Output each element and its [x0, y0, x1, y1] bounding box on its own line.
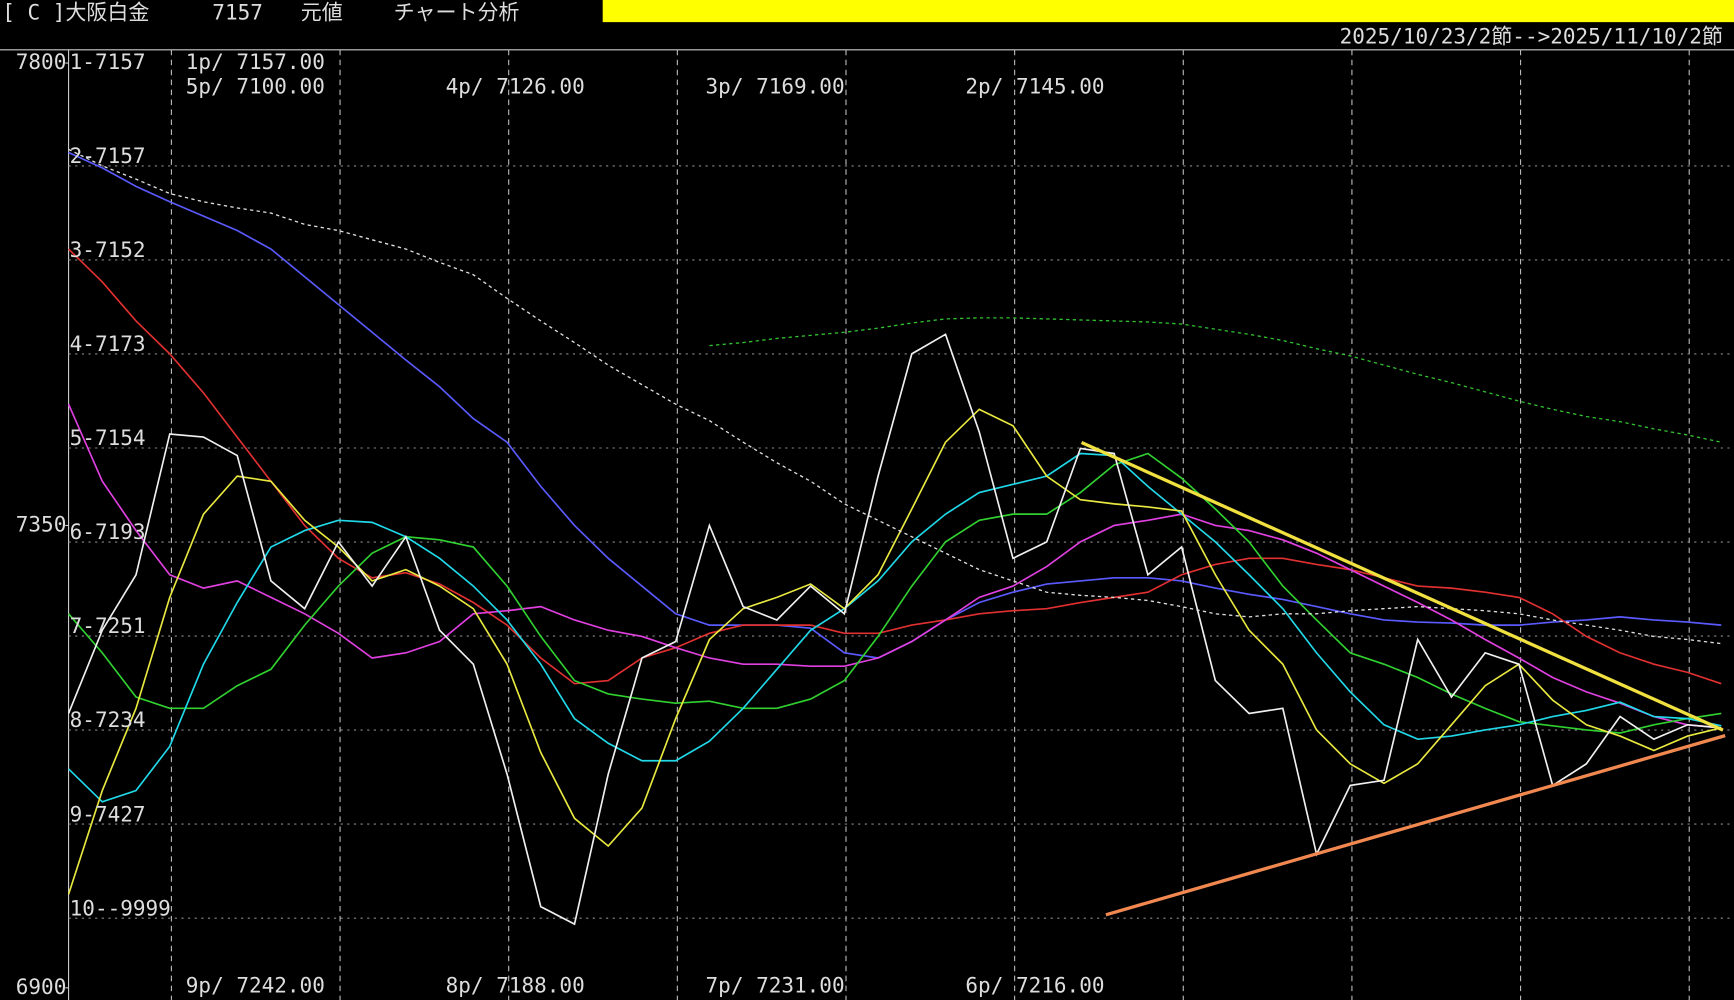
code: 7157	[212, 0, 263, 24]
row-label: 5-7154	[70, 425, 146, 450]
row-label: 4-7173	[70, 331, 146, 356]
header-bar	[602, 0, 1734, 23]
row-label: 2-7157	[70, 143, 146, 168]
price-label: 9p/ 7242.00	[186, 973, 325, 998]
row-label: 9-7427	[70, 801, 146, 826]
series-line	[67, 248, 1722, 685]
series-line	[67, 452, 1722, 803]
series-line	[68, 148, 1722, 645]
series-line	[67, 403, 1722, 729]
resistance-trendline	[1080, 440, 1724, 732]
series-line	[709, 317, 1722, 443]
price-label: 5p/ 7100.00	[186, 73, 325, 98]
price-label: 3p/ 7169.00	[706, 73, 845, 98]
series-line	[67, 408, 1722, 895]
row-label: 10--9999	[70, 895, 171, 920]
labels: 6900 7350 7800 1-7157 2-7157 3-7152 4-7173 5-71…	[16, 49, 1105, 999]
series-line	[67, 333, 1722, 926]
price-label: 2p/ 7145.00	[965, 73, 1104, 98]
price-label: 1p/ 7157.00	[186, 49, 325, 74]
series-line	[68, 151, 1722, 659]
grid	[65, 49, 1734, 1000]
row-label: 3-7152	[70, 237, 146, 262]
date-range: 2025/10/23/2節-->2025/11/10/2節	[1340, 24, 1723, 49]
series-lines	[67, 148, 1722, 926]
price-label: 6p/ 7216.00	[965, 973, 1104, 998]
row-label: 6-7193	[70, 519, 146, 544]
price-label: 4p/ 7126.00	[446, 73, 585, 98]
row-label: 8-7234	[70, 707, 146, 732]
y-tick-label: 7350	[16, 511, 67, 536]
market-name: [ C ]大阪白金	[2, 0, 149, 24]
row-label: 7-7251	[70, 613, 146, 638]
price-label: 7p/ 7231.00	[706, 973, 845, 998]
series-line	[67, 452, 1722, 734]
y-tick-label: 6900	[16, 974, 67, 999]
row-label: 1-7157	[70, 49, 146, 74]
mode: 元値	[301, 0, 343, 24]
support-trendline	[1105, 734, 1726, 917]
window-title: チャート分析	[394, 0, 520, 24]
price-label: 8p/ 7188.00	[446, 973, 585, 998]
y-tick-label: 7800	[16, 49, 67, 74]
